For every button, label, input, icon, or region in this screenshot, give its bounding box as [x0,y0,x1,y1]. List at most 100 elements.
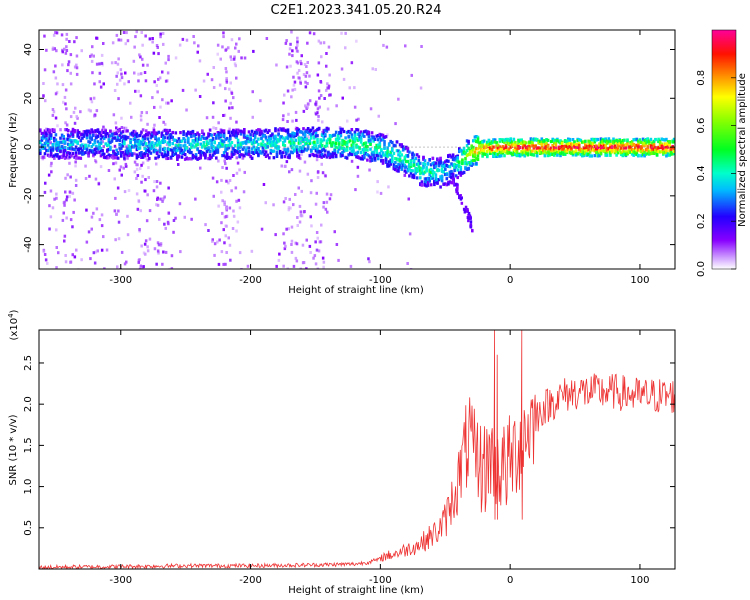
ridge-cell [403,173,407,177]
ridge-cell [233,149,237,153]
ridge-cell [496,154,500,158]
ridge-cell [193,154,196,159]
ridge-cell [539,139,542,143]
noise-cell [113,177,116,181]
ridge-cell [397,166,400,170]
noise-cell [394,122,397,126]
noise-cell [147,166,150,170]
ridge-cell [461,149,464,153]
ridge-cell [520,150,523,154]
ridge-cell [437,161,441,165]
ridge-cell [495,145,498,149]
noise-cell [213,253,216,257]
noise-cell [284,197,287,200]
ridge-cell [183,143,187,147]
ridge-cell [672,152,675,156]
colorbar-tick-label: 0.0 [696,261,707,277]
noise-cell [65,49,69,52]
noise-cell [265,37,269,40]
ridge-cell [297,153,301,157]
ridge-cell [191,139,195,143]
ridge-cell [215,146,218,150]
ridge-cell [46,149,50,153]
ridge-cell [493,154,497,158]
noise-cell [44,258,48,262]
ridge-cell [330,143,333,147]
noise-cell [228,87,231,91]
noise-cell [73,198,76,202]
ridge-cell [634,137,637,142]
noise-cell [337,258,340,262]
ridge-cell [567,139,570,143]
ridge-cell [503,138,506,142]
ridge-cell [71,133,75,137]
ridge-cell [498,147,502,151]
ridge-cell [582,152,586,156]
ridge-cell [461,152,464,156]
noise-cell [117,97,120,101]
ridge-cell [277,147,280,151]
noise-cell [237,49,240,53]
noise-cell [301,243,305,247]
ridge-cell [71,127,75,131]
ridge-cell [339,129,343,133]
ridge-cell [422,172,425,176]
ridge-cell [129,146,132,150]
noise-cell [277,130,280,134]
ridge-cell [140,155,143,159]
ridge-cell [120,135,123,139]
noise-cell [222,228,225,232]
noise-cell [143,189,146,193]
ridge-cell [535,151,539,155]
ridge-cell [361,154,364,159]
ridge-cell [447,159,450,163]
ridge-cell [107,156,111,160]
ridge-cell [303,137,307,141]
ridge-cell [514,152,517,157]
ridge-cell [230,150,234,154]
ridge-cell [294,132,297,136]
ridge-cell [425,166,428,170]
ridge-cell [65,151,69,155]
ridge-cell [236,143,240,147]
tail-cell [456,185,459,189]
ridge-cell [197,149,201,153]
ridge-cell [292,149,296,153]
ridge-cell [168,133,171,137]
ridge-cell [672,147,675,151]
x-tick-label: 0 [507,275,513,286]
ridge-cell [216,148,220,152]
ridge-cell [473,138,477,143]
ridge-cell [148,140,151,144]
colorbar-tick-label: 0.8 [696,70,707,86]
ridge-cell [373,137,377,141]
ridge-cell [512,137,516,141]
ridge-cell [461,158,464,162]
ridge-cell [132,145,136,149]
ridge-cell [53,154,56,158]
ridge-cell [630,142,634,146]
ridge-cell [127,144,131,148]
ridge-cell [506,137,509,141]
ridge-cell [166,147,170,151]
ridge-cell [130,131,134,135]
ridge-cell [252,145,255,149]
noise-cell [167,186,170,190]
ridge-cell [391,140,394,145]
ridge-cell [235,128,238,132]
ridge-cell [554,141,558,145]
ridge-cell [299,149,302,153]
noise-cell [92,54,95,58]
ridge-cell [500,149,503,153]
noise-cell [174,216,177,220]
noise-cell [52,70,56,74]
noise-cell [325,200,329,204]
ridge-cell [509,145,512,149]
noise-cell [89,257,92,261]
noise-cell [333,230,336,234]
ridge-cell [292,143,296,147]
ridge-cell [87,129,90,133]
ridge-cell [118,128,121,133]
noise-cell [139,94,143,98]
ridge-cell [176,139,179,144]
